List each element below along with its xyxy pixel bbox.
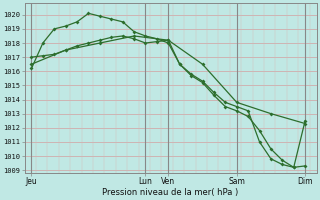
X-axis label: Pression niveau de la mer( hPa ): Pression niveau de la mer( hPa ) <box>102 188 239 197</box>
